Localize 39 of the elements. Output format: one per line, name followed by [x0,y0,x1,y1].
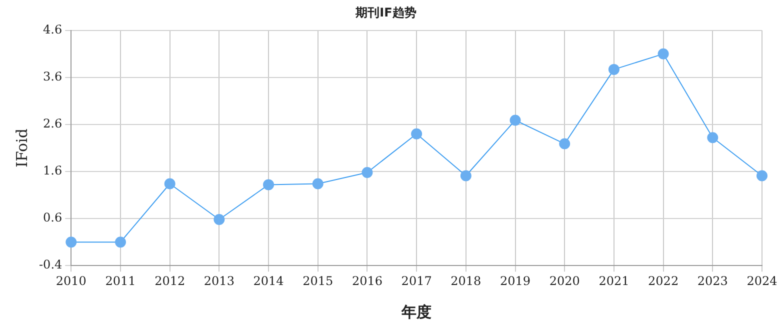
x-tick-label: 2019 [500,274,531,288]
x-tick-label: 2015 [302,274,334,288]
point [411,128,422,140]
x-tick-label: 2010 [56,274,86,288]
x-tick-label: 2017 [401,274,432,288]
x-tick-label: 2021 [598,274,630,288]
point [66,236,77,248]
y-tick-label: -0.4 [39,258,62,272]
x-tick-label: 2018 [450,274,482,288]
x-tick-label: 2024 [746,274,778,288]
y-tick-label: 0.6 [43,210,62,225]
y-tick-label: 2.6 [43,116,62,131]
point [608,64,620,75]
point [214,214,225,225]
chart-title: 期刊IF趋势 [354,5,416,20]
y-tick-label: 1.6 [43,164,62,178]
point [263,179,274,190]
point [756,170,768,182]
x-tick-label: 2014 [253,274,284,288]
point [559,138,570,150]
point [114,236,126,248]
point [164,178,176,190]
y-tick-label: 4.6 [43,22,62,37]
x-tick-label: 2011 [105,274,136,288]
point [510,114,521,126]
point [460,170,472,182]
point [707,132,718,144]
y-axis-title: IFoid [12,128,31,168]
point [312,178,324,190]
x-tick-label: 2013 [204,274,234,288]
point [658,48,669,60]
x-axis-title: 年度 [400,302,432,321]
y-tick-label: 3.6 [43,70,62,84]
point [362,166,373,178]
x-tick-label: 2016 [352,274,382,288]
x-tick-label: 2022 [648,274,679,288]
x-tick-label: 2020 [549,274,580,288]
x-tick-label: 2012 [154,274,186,288]
x-tick-label: 2023 [697,274,728,288]
